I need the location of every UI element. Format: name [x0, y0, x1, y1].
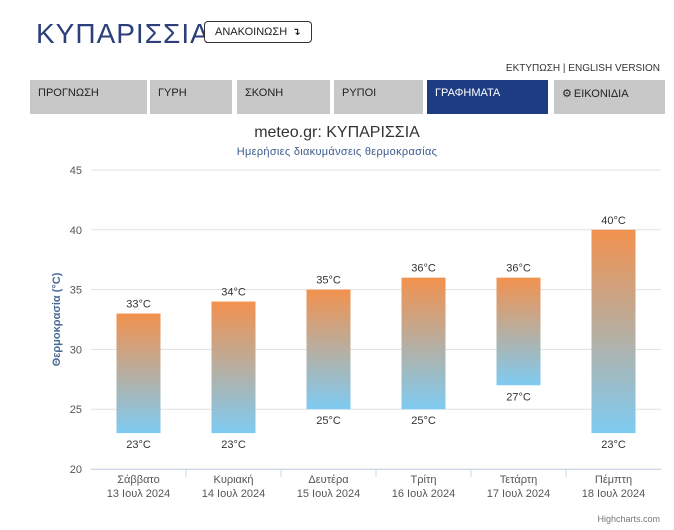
chart-title: meteo.gr: ΚΥΠΑΡΙΣΣΙΑ: [254, 124, 420, 141]
temperature-range-bar: [116, 313, 161, 434]
x-tick-label-date: 18 Ιουλ 2024: [582, 488, 646, 500]
chart-svg: 20 25 30 35 40 45 Θερμοκρασία (°C) 33°C 23°C Σάββ…: [51, 165, 661, 500]
x-tick-label-date: 14 Ιουλ 2024: [202, 488, 266, 500]
announcement-label: ΑΝΑΚΟΙΝΩΣΗ: [215, 26, 288, 38]
tab-pollutants[interactable]: ΡΥΠΟΙ: [334, 80, 423, 114]
data-label-low: 23°C: [601, 439, 626, 451]
temperature-chart: meteo.gr: ΚΥΠΑΡΙΣΣΙΑ Ημερήσιες διακυμάνσ…: [0, 118, 674, 530]
temperature-range-bar: [211, 301, 256, 434]
x-tick-label-day: Τρίτη: [411, 474, 437, 486]
y-axis-title: Θερμοκρασία (°C): [51, 272, 63, 366]
tab-icons[interactable]: ⚙ ΕΙΚΟΝΙΔΙΑ: [554, 80, 665, 114]
chart-subtitle: Ημερήσιες διακυμάνσεις θερμοκρασίας: [236, 146, 438, 158]
data-label-high: 36°C: [506, 263, 531, 275]
x-tick-label-date: 13 Ιουλ 2024: [107, 488, 171, 500]
x-tick-label-day: Πέμπτη: [595, 474, 632, 486]
data-label-low: 23°C: [221, 439, 246, 451]
data-label-low: 25°C: [316, 415, 341, 427]
english-version-link[interactable]: ENGLISH VERSION: [568, 63, 660, 74]
x-tick-label-day: Σάββατο: [117, 474, 159, 486]
temperature-range-bar: [401, 277, 446, 410]
tab-label: ΠΡΟΓΝΩΣΗ: [38, 87, 99, 99]
highcharts-credits[interactable]: Highcharts.com: [597, 514, 660, 524]
announcement-button[interactable]: ΑΝΑΚΟΙΝΩΣΗ ↴: [204, 21, 312, 43]
tab-graphs[interactable]: ΓΡΑΦΗΜΑΤΑ: [427, 80, 548, 114]
tab-pollen[interactable]: ΓΥΡΗ: [150, 80, 232, 114]
tab-forecast[interactable]: ΠΡΟΓΝΩΣΗ: [30, 80, 147, 114]
data-label-high: 33°C: [126, 299, 151, 311]
temperature-range-bar: [496, 277, 541, 386]
gear-icon: ⚙: [562, 88, 572, 100]
x-tick-label-day: Δευτέρα: [308, 474, 349, 486]
x-tick-label-date: 15 Ιουλ 2024: [297, 488, 361, 500]
x-tick-label-day: Τετάρτη: [500, 474, 538, 486]
link-separator: |: [562, 63, 566, 74]
tab-label: ΣΚΟΝΗ: [245, 87, 284, 99]
page-title: ΚΥΠΑΡΙΣΣΙΑ: [36, 18, 210, 49]
y-tick-label: 35: [70, 285, 82, 297]
tab-label: ΓΡΑΦΗΜΑΤΑ: [435, 87, 501, 99]
tab-label: ΓΥΡΗ: [158, 87, 187, 99]
top-links: ΕΚΤΥΠΩΣΗ | ENGLISH VERSION: [506, 63, 660, 74]
tab-label: ΡΥΠΟΙ: [342, 87, 377, 99]
y-tick-label: 40: [70, 225, 82, 237]
temperature-range-bar: [306, 289, 351, 410]
y-tick-label: 25: [70, 404, 82, 416]
data-label-high: 35°C: [316, 275, 341, 287]
x-tick-label-date: 16 Ιουλ 2024: [392, 488, 456, 500]
data-label-high: 40°C: [601, 215, 626, 227]
x-tick-label-day: Κυριακή: [213, 474, 253, 486]
data-label-low: 27°C: [506, 391, 531, 403]
print-link[interactable]: ΕΚΤΥΠΩΣΗ: [505, 63, 561, 74]
temperature-range-bar: [591, 229, 636, 434]
arrow-down-icon: ↴: [292, 26, 301, 38]
tab-dust[interactable]: ΣΚΟΝΗ: [237, 80, 330, 114]
data-label-low: 25°C: [411, 415, 436, 427]
data-label-low: 23°C: [126, 439, 151, 451]
data-label-high: 36°C: [411, 263, 436, 275]
y-tick-label: 20: [70, 464, 82, 476]
data-label-high: 34°C: [221, 287, 246, 299]
y-tick-label: 45: [70, 165, 82, 177]
x-tick-label-date: 17 Ιουλ 2024: [487, 488, 551, 500]
tab-label: ΕΙΚΟΝΙΔΙΑ: [573, 88, 629, 100]
y-tick-label: 30: [70, 344, 82, 356]
